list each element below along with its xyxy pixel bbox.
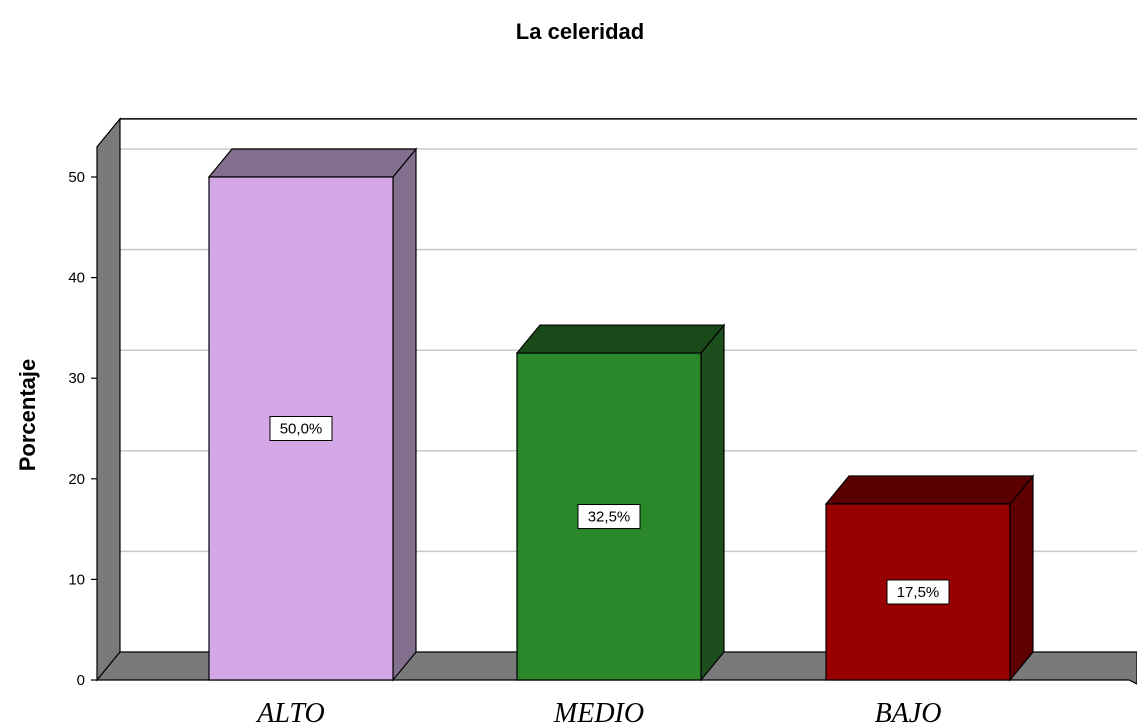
bar-top-medio [515,324,726,354]
data-label-box-medio [577,504,641,530]
plot-area: 0 10 20 30 40 50 50,0% ALTO 32,5% MEDIO 17,5% BAJO [68,117,1137,727]
bar-side-bajo [1009,474,1034,682]
y-tick-label-20: 20 [68,471,85,488]
data-label-medio: 32,5% [588,509,631,526]
data-label-alto: 50,0% [280,421,323,438]
data-label-bajo: 17,5% [897,584,940,601]
y-tick-label-30: 30 [68,370,85,387]
x-tick-label-bajo: BAJO [875,698,942,727]
x-tick-label-alto: ALTO [255,698,324,727]
y-tick-label-40: 40 [68,270,85,287]
y-tick-label-0: 0 [77,672,85,689]
bar-side-medio [700,323,725,682]
y-tick-label-50: 50 [68,169,85,186]
bar-top-bajo [824,475,1035,505]
data-label-box-bajo [886,579,950,605]
chart-title: La celeridad [516,19,644,44]
x-tick-label-medio: MEDIO [553,698,644,727]
y-axis-label: Porcentaje [15,359,40,472]
bar-top-alto [207,148,418,178]
left-wall [96,117,121,682]
data-label-box-alto [269,416,333,441]
bar-side-alto [392,147,417,682]
y-tick-label-10: 10 [68,571,85,588]
